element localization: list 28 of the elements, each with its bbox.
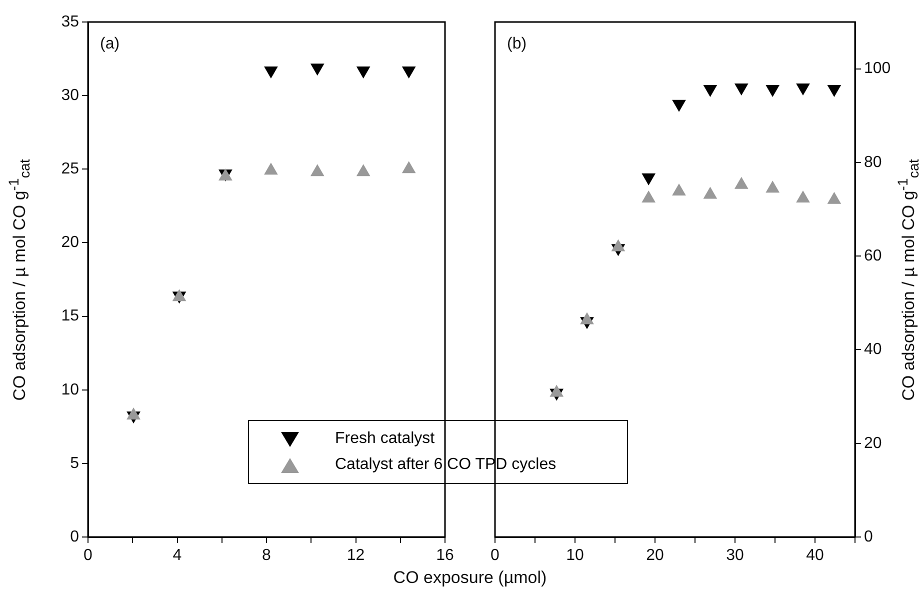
x-axis-title: CO exposure (µmol) — [393, 568, 547, 588]
y2-tick-label: 80 — [864, 154, 882, 171]
y2-tick-label: 40 — [864, 341, 882, 358]
y-tick-label: 30 — [61, 86, 80, 104]
x-tick-label: 0 — [490, 547, 500, 564]
y-tick-label: 0 — [70, 528, 80, 546]
x-tick-label: 16 — [436, 547, 454, 564]
y2-tick-label: 60 — [864, 247, 882, 264]
x-tick-label: 40 — [806, 547, 824, 564]
x-tick-label: 30 — [726, 547, 744, 564]
y-tick-label: 15 — [61, 308, 80, 325]
x-tick-label: 0 — [84, 547, 93, 564]
x-tick-label: 20 — [646, 547, 664, 564]
y-tick-label: 20 — [61, 234, 80, 252]
x-tick-label: 10 — [566, 547, 584, 564]
x-tick-label: 4 — [172, 547, 182, 564]
y-tick-label: 35 — [61, 13, 80, 30]
x-tick-label: 8 — [262, 547, 272, 564]
annotation: (a) — [100, 35, 120, 52]
y2-tick-label: 0 — [864, 528, 873, 546]
y2-tick-label: 100 — [864, 60, 891, 78]
y-tick-label: 10 — [61, 381, 80, 398]
y-tick-label: 25 — [61, 160, 80, 178]
annotation: (b) — [507, 35, 527, 52]
y2-tick-label: 20 — [864, 434, 882, 452]
legend-label: Fresh catalyst — [335, 430, 435, 448]
x-tick-label: 12 — [346, 547, 365, 564]
y-tick-label: 5 — [70, 454, 80, 472]
